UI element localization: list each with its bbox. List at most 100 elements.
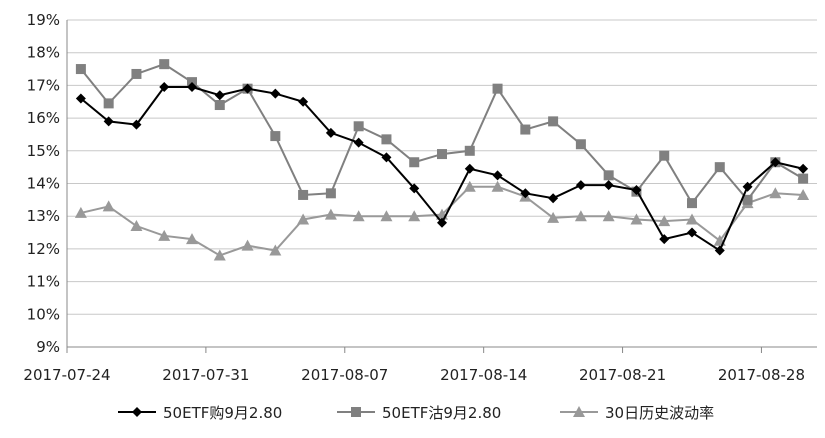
data-point bbox=[131, 119, 142, 130]
y-tick-label: 18% bbox=[27, 44, 60, 62]
data-point bbox=[75, 64, 86, 75]
data-point bbox=[159, 59, 170, 70]
data-point bbox=[603, 170, 614, 181]
data-point bbox=[437, 149, 447, 160]
data-point bbox=[409, 157, 420, 168]
data-point bbox=[381, 134, 392, 145]
data-point bbox=[325, 188, 336, 199]
series-2 bbox=[74, 180, 810, 261]
data-point bbox=[602, 210, 615, 222]
data-point bbox=[214, 90, 225, 101]
data-point bbox=[714, 162, 725, 173]
x-tick-label: 2017-08-07 bbox=[301, 366, 388, 384]
data-point bbox=[548, 116, 559, 127]
data-point bbox=[520, 188, 531, 199]
data-point bbox=[714, 245, 725, 256]
data-point bbox=[213, 249, 226, 261]
data-point bbox=[574, 210, 587, 222]
x-tick-label: 2017-07-24 bbox=[23, 366, 110, 384]
data-point bbox=[353, 121, 364, 132]
data-point bbox=[159, 82, 170, 93]
data-point bbox=[103, 116, 114, 127]
data-point bbox=[520, 124, 531, 135]
data-point bbox=[381, 152, 392, 163]
data-point bbox=[770, 157, 781, 168]
data-point bbox=[603, 180, 614, 191]
y-tick-label: 10% bbox=[27, 305, 60, 323]
data-point bbox=[187, 82, 197, 93]
y-tick-label: 14% bbox=[27, 175, 60, 193]
data-point bbox=[186, 233, 198, 245]
series-1 bbox=[75, 59, 809, 209]
data-point bbox=[75, 93, 86, 104]
data-point bbox=[298, 189, 309, 200]
data-point bbox=[352, 210, 365, 222]
data-point bbox=[659, 150, 670, 161]
data-point bbox=[797, 188, 810, 200]
y-tick-label: 12% bbox=[27, 240, 60, 258]
data-point bbox=[298, 96, 309, 107]
grid-lines bbox=[67, 19, 817, 315]
data-point bbox=[491, 180, 504, 192]
x-tick-label: 2017-08-28 bbox=[718, 366, 805, 384]
x-axis-ticks: 2017-07-24 2017-07-31 2017-08-07 2017-08-14… bbox=[23, 347, 805, 384]
y-tick-label: 11% bbox=[27, 273, 60, 291]
data-point bbox=[380, 210, 393, 222]
data-point bbox=[742, 181, 753, 192]
data-point bbox=[102, 200, 115, 212]
data-point bbox=[242, 83, 253, 94]
data-point bbox=[463, 180, 476, 192]
data-point bbox=[769, 187, 782, 199]
y-axis-ticks: 9% 10% 11% 12% 13% 14% 15% 16% 17% 18% 19% bbox=[27, 11, 60, 356]
y-tick-label: 9% bbox=[36, 338, 60, 356]
data-point bbox=[631, 185, 642, 196]
legend-marker bbox=[351, 407, 361, 417]
data-point bbox=[437, 217, 447, 228]
data-point bbox=[659, 234, 670, 245]
data-point bbox=[464, 163, 475, 174]
data-point bbox=[575, 139, 586, 150]
series-0 bbox=[75, 82, 809, 256]
data-point bbox=[130, 220, 143, 232]
legend-label: 50ETF沽9月2.80 bbox=[382, 404, 501, 422]
data-point bbox=[131, 68, 142, 79]
legend-label: 30日历史波动率 bbox=[605, 404, 714, 422]
data-point bbox=[630, 213, 643, 225]
data-point bbox=[687, 198, 697, 209]
data-point bbox=[269, 244, 282, 256]
data-point bbox=[742, 194, 753, 205]
legend-label: 50ETF购9月2.80 bbox=[163, 404, 282, 422]
x-tick-label: 2017-08-21 bbox=[579, 366, 666, 384]
data-point bbox=[464, 145, 475, 156]
legend-marker bbox=[132, 407, 142, 417]
data-point bbox=[408, 210, 421, 222]
data-point bbox=[270, 131, 281, 142]
x-tick-label: 2017-08-14 bbox=[440, 366, 527, 384]
data-point bbox=[324, 208, 337, 220]
data-point bbox=[575, 180, 586, 191]
legend-marker bbox=[573, 406, 585, 417]
data-point bbox=[297, 213, 310, 225]
y-tick-label: 17% bbox=[27, 76, 60, 94]
data-point bbox=[74, 206, 87, 218]
x-tick-label: 2017-07-31 bbox=[162, 366, 249, 384]
data-point bbox=[409, 183, 420, 194]
data-point bbox=[492, 170, 503, 181]
data-point bbox=[214, 100, 225, 111]
data-point bbox=[241, 239, 254, 251]
y-tick-label: 16% bbox=[27, 109, 60, 127]
legend: 50ETF购9月2.80 50ETF沽9月2.80 30日历史波动率 bbox=[118, 404, 714, 422]
series-group bbox=[74, 59, 810, 261]
data-point bbox=[103, 98, 114, 109]
data-point bbox=[492, 83, 503, 94]
data-point bbox=[158, 229, 171, 241]
data-point bbox=[686, 213, 698, 225]
y-tick-label: 13% bbox=[27, 207, 60, 225]
data-point bbox=[353, 137, 364, 148]
y-tick-label: 15% bbox=[27, 142, 60, 160]
data-point bbox=[798, 173, 809, 184]
data-point bbox=[325, 127, 336, 138]
data-point bbox=[687, 227, 697, 238]
data-point bbox=[798, 163, 809, 174]
